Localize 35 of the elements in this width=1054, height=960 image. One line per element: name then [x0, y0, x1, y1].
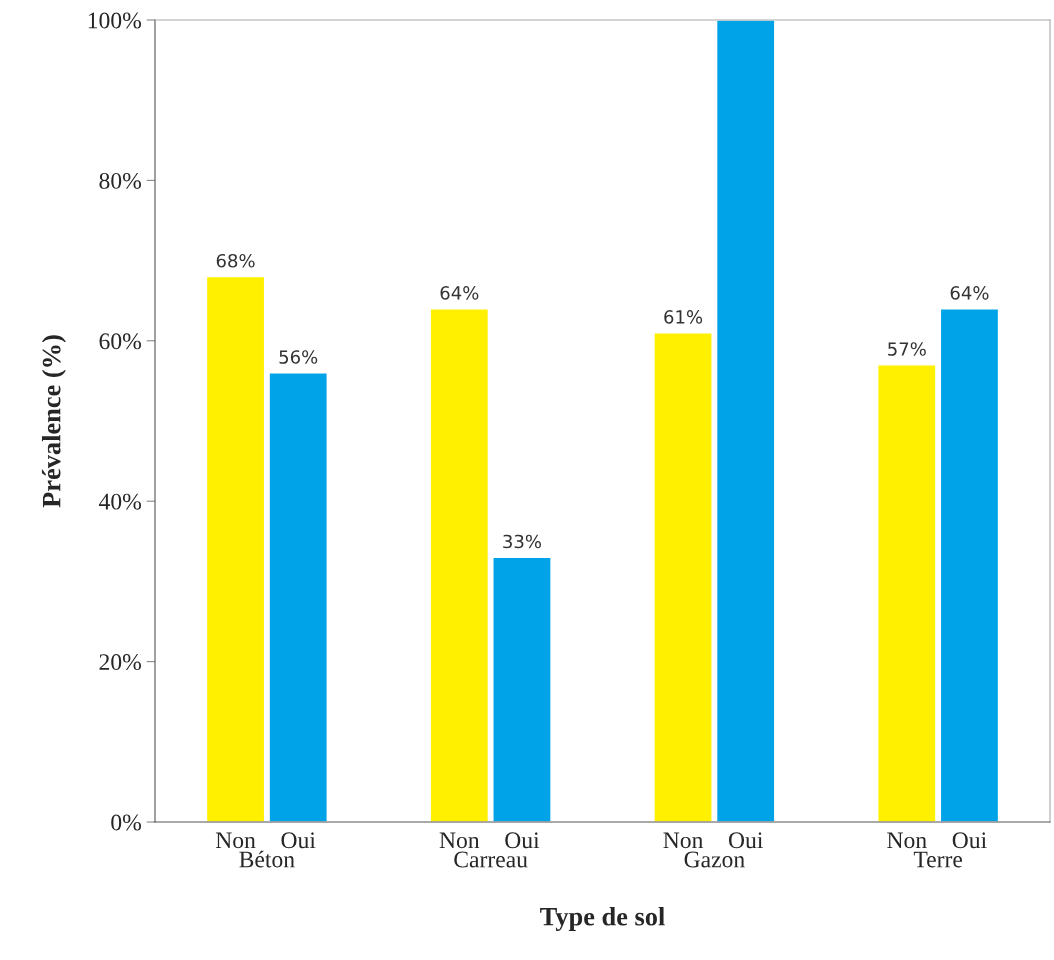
- text: Non: [663, 832, 704, 849]
- x-axis-title: Type de sol: [540, 906, 665, 931]
- y-tick-label: 60%: [99, 333, 141, 350]
- x-tick-label: Gazon: [684, 851, 745, 868]
- bar: [268, 372, 328, 822]
- bar: [653, 332, 713, 822]
- y-tick-label: 40%: [98, 493, 141, 510]
- data-label: 68%: [216, 253, 255, 268]
- text: Oui: [952, 832, 987, 849]
- data-label: 57%: [888, 342, 926, 356]
- x-tick-label: Béton: [239, 850, 295, 868]
- series-label: Oui: [281, 832, 316, 849]
- bar: [877, 364, 937, 822]
- x-tick-label: Terre: [913, 851, 963, 868]
- data-label: 64%: [440, 286, 479, 300]
- text: Non: [887, 832, 927, 849]
- data-label: 56%: [279, 350, 318, 364]
- data-label: 33%: [503, 534, 542, 549]
- data-label: 61%: [664, 310, 703, 324]
- bar: [492, 556, 552, 822]
- y-tick-label: 100%: [88, 12, 141, 29]
- bar: [205, 275, 266, 822]
- bar: [715, 20, 776, 822]
- text: Oui: [505, 832, 540, 849]
- text: Oui: [728, 832, 763, 849]
- bar: [429, 308, 490, 822]
- series-label: Non: [215, 832, 256, 849]
- x-tick-label: Carreau: [454, 851, 528, 868]
- text: Non: [439, 832, 480, 849]
- bar: [939, 308, 1000, 822]
- y-tick-label: 0%: [111, 814, 141, 831]
- y-tick-label: 80%: [99, 172, 141, 189]
- data-label: 64%: [950, 286, 989, 300]
- y-tick-label: 20%: [99, 654, 141, 671]
- y-axis-title: Prévalence (%): [41, 335, 66, 508]
